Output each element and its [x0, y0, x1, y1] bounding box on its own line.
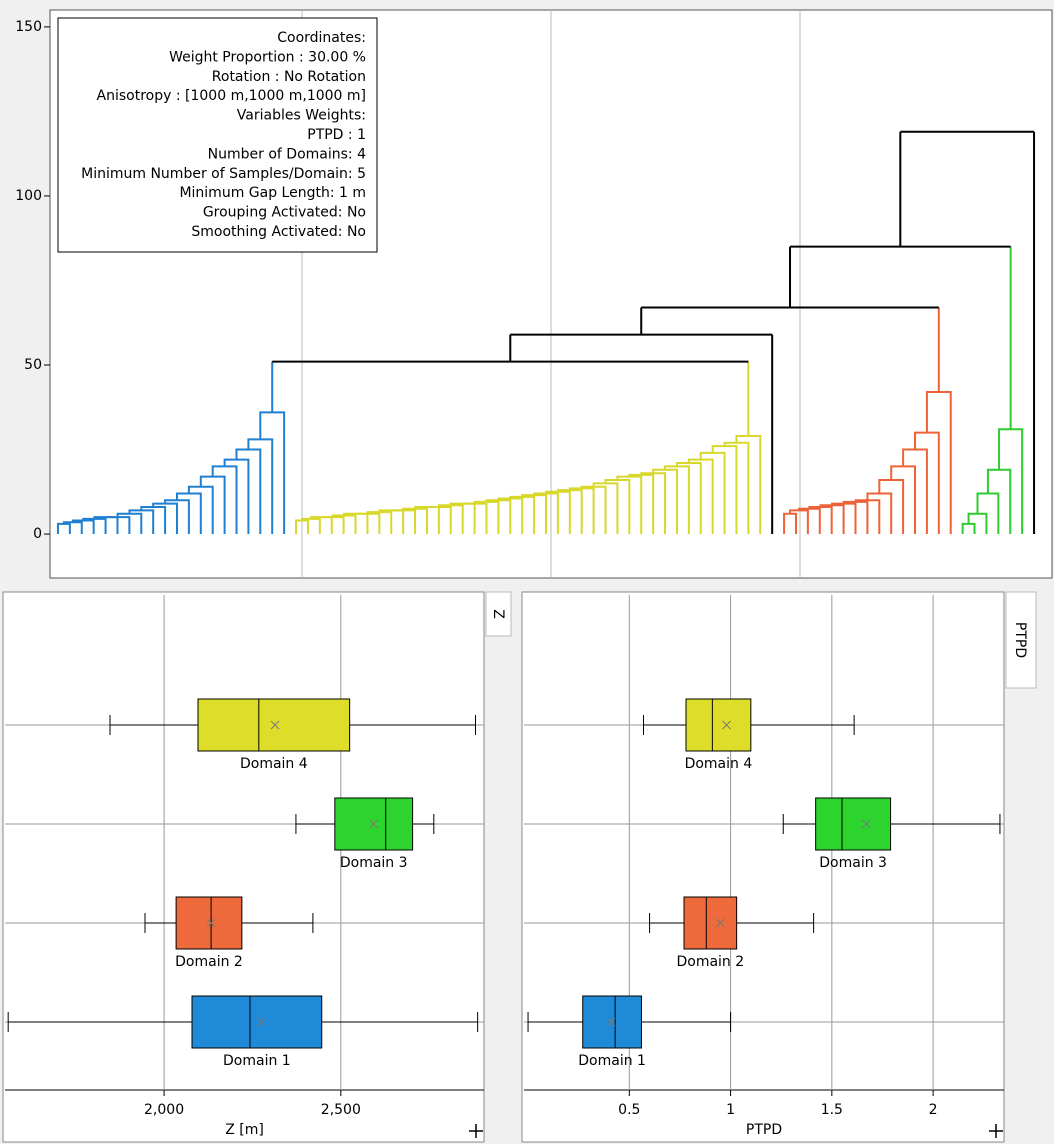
category-label: Domain 2 [676, 954, 744, 970]
legend-line: Weight Proportion : 30.00 % [169, 49, 366, 65]
x-tick-label: 2,000 [144, 1102, 184, 1118]
x-tick-label: 1 [726, 1102, 735, 1118]
dendrogram-link [902, 448, 928, 535]
dendrogram-link [355, 512, 381, 535]
x-tick-label: 2 [929, 1102, 938, 1118]
move-icon[interactable] [469, 1124, 483, 1138]
x-tick-label: 1.5 [821, 1102, 843, 1118]
x-axis-label: Z [m] [225, 1122, 264, 1138]
dendrogram-link [521, 494, 547, 535]
mean-marker [722, 720, 731, 730]
dendrogram-link [128, 509, 155, 535]
dendrogram-link [426, 506, 452, 535]
legend-line: Smoothing Activated: No [191, 224, 366, 240]
box [197, 698, 351, 752]
dendrogram-link [925, 391, 952, 535]
tab-label[interactable]: PTPD [1012, 622, 1028, 658]
dendrogram-link [497, 497, 524, 535]
legend-line: Minimum Number of Samples/Domain: 5 [81, 166, 366, 182]
dendrogram-link [967, 512, 988, 535]
dendrogram-link [675, 462, 702, 535]
dendrogram-link [247, 438, 274, 535]
category-label: Domain 3 [340, 855, 408, 871]
dendrogram-link [961, 522, 976, 535]
dendrogram-link [699, 451, 726, 535]
dendrogram-link [462, 502, 488, 535]
mean-marker [270, 720, 280, 730]
category-label: Domain 2 [175, 954, 243, 970]
dendrogram-link [116, 512, 143, 535]
category-label: Domain 4 [685, 756, 753, 772]
y-tick-label: 0 [33, 526, 42, 542]
y-tick-label: 50 [24, 357, 42, 373]
tab-label[interactable]: Z [490, 609, 506, 619]
dendrogram-link [473, 500, 500, 535]
x-tick-label: 0.5 [618, 1102, 640, 1118]
legend-line: Rotation : No Rotation [212, 69, 366, 85]
dendrogram-link [235, 448, 262, 535]
box [175, 896, 243, 950]
box [683, 896, 738, 950]
dendrogram-link [789, 509, 809, 535]
dendrogram-link [449, 502, 476, 535]
panel-left [2, 591, 485, 1143]
dendrogram-link [783, 512, 797, 535]
dendrogram-link [628, 473, 655, 535]
dendrogram-link [545, 490, 571, 535]
mean-marker [369, 819, 379, 829]
box [582, 995, 642, 1049]
mean-marker [606, 1017, 616, 1027]
mean-marker [206, 918, 216, 928]
legend-line: Number of Domains: 4 [208, 146, 366, 162]
x-axis-label: PTPD [746, 1122, 782, 1138]
box [685, 698, 752, 752]
category-label: Domain 4 [240, 756, 308, 772]
move-icon[interactable] [989, 1124, 1003, 1138]
dendrogram-link [414, 506, 440, 535]
category-label: Domain 1 [578, 1053, 646, 1069]
dendrogram-link [56, 522, 71, 535]
dendrogram-link [723, 441, 750, 535]
dendrogram-link [819, 504, 845, 535]
dendrogram-link [105, 516, 131, 535]
mean-marker [861, 819, 871, 829]
dendrogram-link [295, 519, 309, 535]
dendrogram-link [842, 500, 869, 535]
dendrogram-link [890, 465, 917, 535]
dendrogram-link [211, 465, 238, 535]
dendrogram-link [223, 458, 250, 535]
legend-line: Variables Weights: [237, 108, 366, 124]
box [191, 995, 323, 1049]
dendrogram-link [687, 458, 714, 535]
legend-line: Anisotropy : [1000 m,1000 m,1000 m] [97, 88, 366, 104]
category-label: Domain 3 [819, 855, 887, 871]
dendrogram-link [986, 468, 1012, 535]
box [815, 797, 892, 851]
legend-line: PTPD : 1 [307, 127, 366, 143]
mean-marker [716, 918, 725, 928]
y-tick-label: 150 [15, 19, 42, 35]
y-tick-label: 100 [15, 188, 42, 204]
dendrogram-link [652, 468, 678, 535]
tab[interactable] [1005, 591, 1037, 689]
dendrogram-link [437, 504, 464, 535]
legend-line: Coordinates: [277, 30, 366, 46]
dendrogram-link [321, 516, 345, 535]
dendrogram-link [391, 509, 417, 535]
dendrogram-link [711, 445, 738, 535]
legend-line: Minimum Gap Length: 1 m [179, 185, 366, 201]
tab[interactable] [485, 591, 512, 637]
dendrogram-link [664, 465, 690, 535]
panel-right [521, 591, 1005, 1143]
mean-marker [257, 1017, 267, 1027]
dendrogram-link [71, 519, 95, 535]
legend-box [57, 17, 378, 253]
category-label: Domain 1 [223, 1053, 291, 1069]
dendrogram-link [568, 487, 595, 535]
x-tick-label: 2,500 [321, 1102, 361, 1118]
legend-line: Grouping Activated: No [203, 205, 366, 221]
